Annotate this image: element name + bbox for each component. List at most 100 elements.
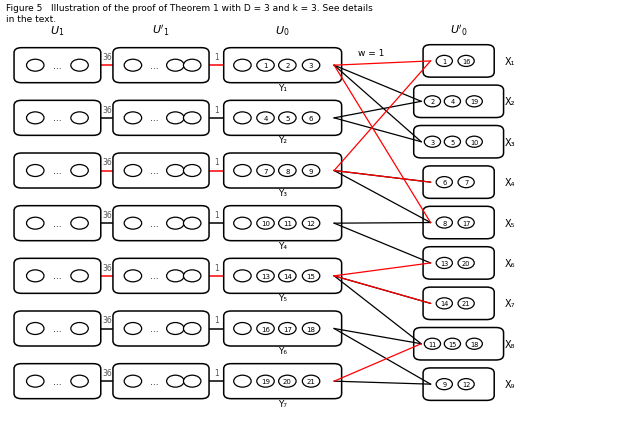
Circle shape [302,218,319,230]
Circle shape [167,270,184,282]
Text: 1: 1 [214,53,219,62]
Circle shape [183,112,201,124]
Circle shape [257,375,274,387]
FancyBboxPatch shape [14,101,100,136]
Text: 6: 6 [442,180,446,186]
FancyBboxPatch shape [223,311,342,346]
FancyBboxPatch shape [14,364,100,399]
Text: ...: ... [150,377,159,386]
Text: in the text.: in the text. [6,15,56,24]
Circle shape [278,375,296,387]
Text: ...: ... [150,114,159,123]
FancyBboxPatch shape [14,206,100,241]
Text: ...: ... [150,324,159,333]
Circle shape [257,60,274,72]
Text: ...: ... [53,324,62,333]
Text: Y₄: Y₄ [278,241,287,250]
Text: 14: 14 [283,273,292,279]
Circle shape [436,217,452,228]
Text: Y₂: Y₂ [278,136,287,145]
Text: 12: 12 [462,381,470,387]
Text: 10: 10 [261,221,270,227]
Circle shape [233,218,251,230]
Circle shape [26,323,44,335]
Text: 11: 11 [283,221,292,227]
FancyBboxPatch shape [113,311,209,346]
Circle shape [124,112,142,124]
FancyBboxPatch shape [14,259,100,294]
Text: 13: 13 [261,273,270,279]
Text: 36: 36 [102,368,112,377]
Circle shape [458,379,474,390]
Text: 9: 9 [309,168,313,174]
Text: 6: 6 [309,115,313,121]
Circle shape [183,165,201,177]
Circle shape [278,218,296,230]
Text: 13: 13 [440,260,449,266]
FancyBboxPatch shape [113,259,209,294]
Text: ...: ... [53,114,62,123]
Text: 15: 15 [448,341,457,347]
Text: 36: 36 [102,263,112,272]
Circle shape [278,112,296,124]
FancyBboxPatch shape [423,207,494,239]
Text: 15: 15 [306,273,316,279]
Circle shape [233,60,251,72]
Circle shape [466,338,482,349]
Circle shape [257,218,274,230]
Text: ...: ... [150,219,159,228]
Text: 36: 36 [102,105,112,114]
Text: 12: 12 [306,221,316,227]
Circle shape [278,60,296,72]
Circle shape [458,177,474,188]
Text: 18: 18 [306,326,316,332]
Text: X₉: X₉ [505,379,515,389]
Circle shape [183,60,201,72]
FancyBboxPatch shape [223,206,342,241]
Circle shape [302,60,319,72]
Circle shape [124,60,142,72]
Text: Y₃: Y₃ [278,189,287,198]
Circle shape [302,323,319,335]
Text: 21: 21 [306,378,316,384]
Circle shape [183,218,201,230]
Text: 5: 5 [451,139,454,145]
Circle shape [183,323,201,335]
Text: Y₇: Y₇ [278,399,287,408]
Circle shape [183,375,201,387]
FancyBboxPatch shape [113,206,209,241]
Circle shape [167,375,184,387]
Circle shape [436,298,452,309]
Text: ...: ... [53,377,62,386]
Text: X₁: X₁ [505,57,515,67]
Text: 7: 7 [263,168,268,174]
Circle shape [26,270,44,282]
Text: ...: ... [53,167,62,176]
Circle shape [458,298,474,309]
Text: 18: 18 [470,341,479,347]
Text: 3: 3 [431,139,434,145]
Text: ...: ... [150,61,159,71]
Text: 1: 1 [214,105,219,114]
Text: 17: 17 [283,326,292,332]
Text: 21: 21 [462,301,470,307]
Text: 4: 4 [263,115,268,121]
Text: 36: 36 [102,210,112,219]
Text: 8: 8 [442,220,446,226]
Text: 20: 20 [283,378,292,384]
Text: 2: 2 [285,63,290,69]
Text: $U_1$: $U_1$ [50,25,65,38]
Circle shape [26,165,44,177]
Circle shape [71,323,89,335]
Circle shape [466,97,482,108]
Text: 9: 9 [442,381,446,387]
Circle shape [71,112,89,124]
Text: Figure 5   Illustration of the proof of Theorem 1 with D = 3 and k = 3. See deta: Figure 5 Illustration of the proof of Th… [6,4,373,13]
FancyBboxPatch shape [414,328,504,360]
Text: 5: 5 [285,115,290,121]
Circle shape [458,258,474,269]
Circle shape [71,375,89,387]
Text: 19: 19 [261,378,270,384]
FancyBboxPatch shape [423,288,494,320]
Text: 1: 1 [214,263,219,272]
